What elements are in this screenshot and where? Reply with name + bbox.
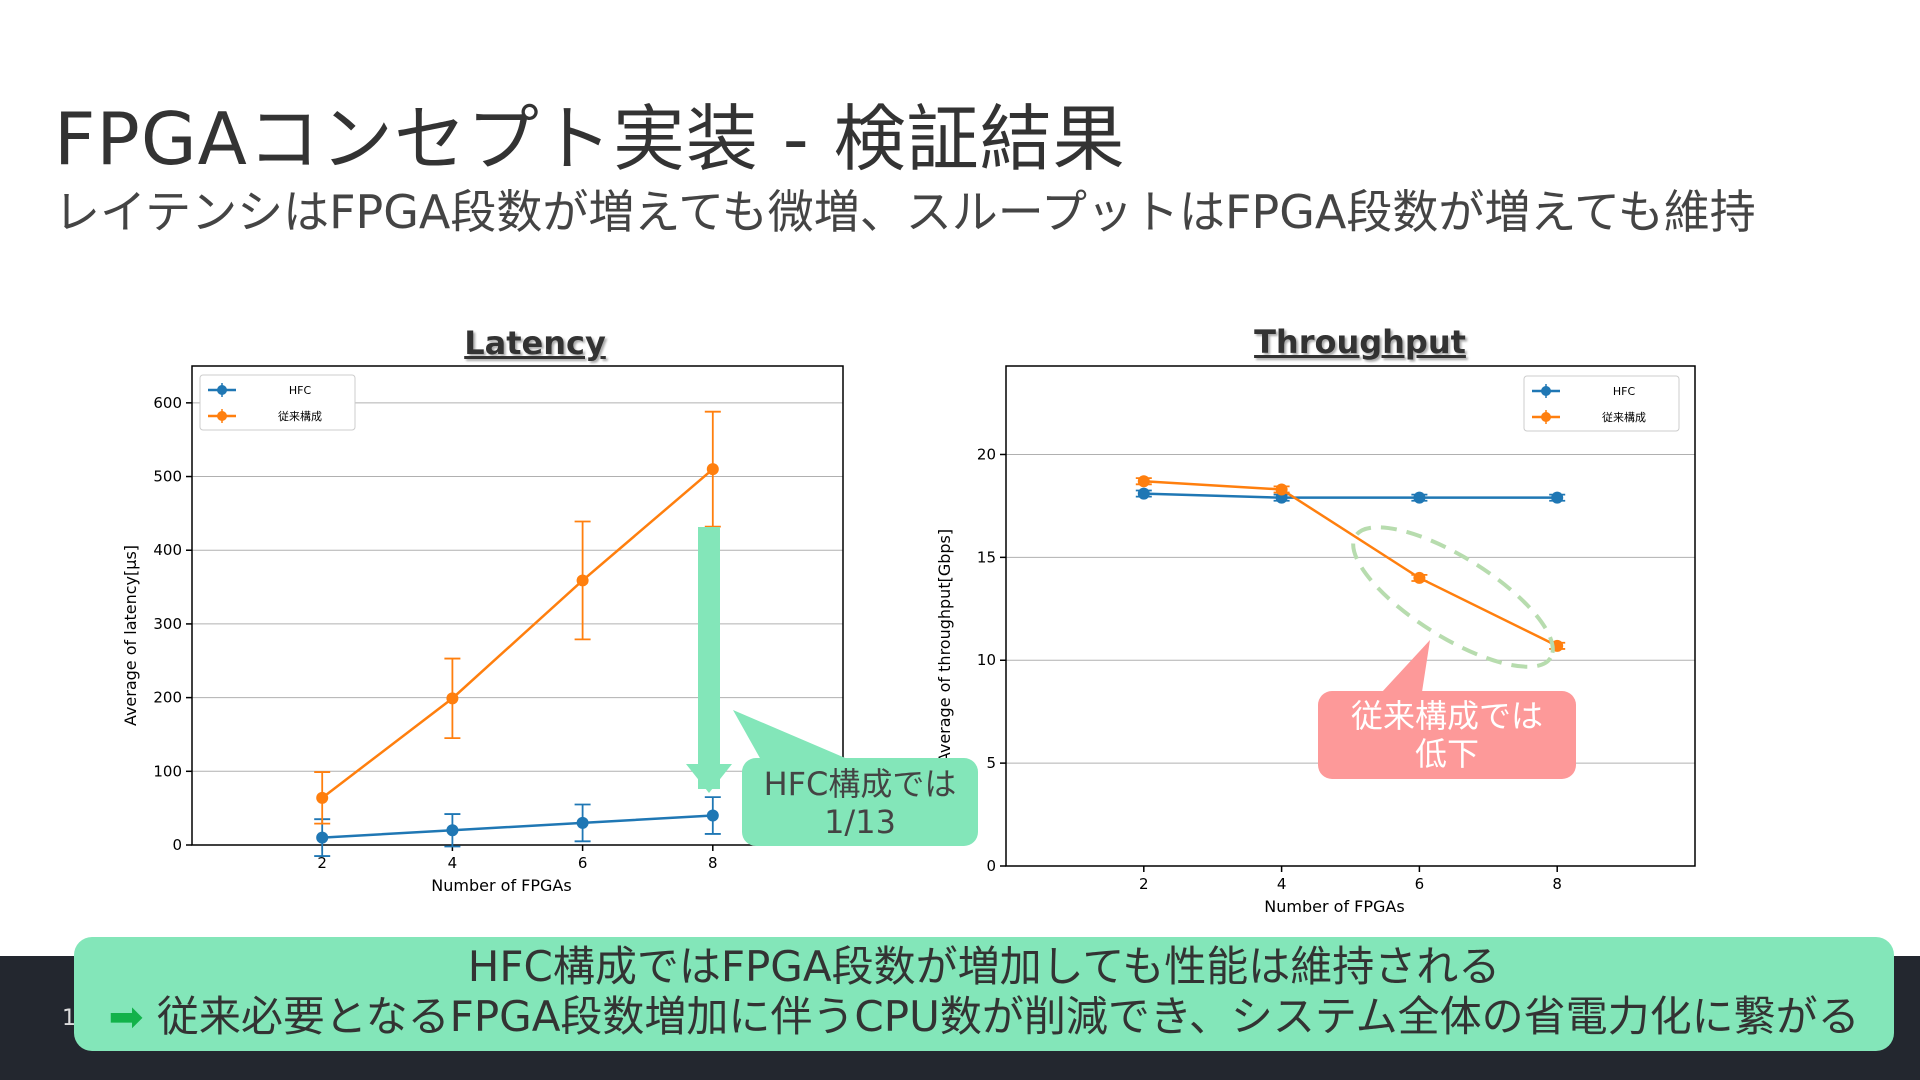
x-tick-label: 2 (1139, 875, 1149, 893)
legend-label: HFC (1613, 385, 1636, 398)
data-point (316, 831, 329, 844)
y-tick-label: 20 (977, 445, 996, 463)
data-point (1137, 487, 1150, 500)
legend-marker (1541, 386, 1551, 396)
x-axis-label: Number of FPGAs (431, 876, 571, 895)
x-tick-label: 4 (1277, 875, 1287, 893)
slide-subtitle: レイテンシはFPGA段数が増えても微増、スループットはFPGA段数が増えても維持 (54, 185, 1756, 239)
data-point (1275, 491, 1288, 504)
throughput-callout-tail (1370, 640, 1430, 705)
legend-marker (1541, 412, 1551, 422)
throughput-chart-title: Throughput (1254, 323, 1466, 361)
legend-box (1523, 375, 1680, 432)
throughput-callout-line2: 低下 (1414, 735, 1479, 773)
throughput-highlight-ellipse (1351, 525, 1555, 669)
legend-box (199, 374, 356, 431)
data-point (316, 791, 329, 804)
y-tick-label: 500 (153, 468, 182, 486)
data-point (576, 574, 589, 587)
y-tick-label: 0 (986, 857, 996, 875)
summary-line-2-wrap: ➡ 従来必要となるFPGA段数増加に伴うCPU数が削減でき、システム全体の省電力… (74, 991, 1894, 1043)
summary-line-1: HFC構成ではFPGA段数が増加しても性能は維持される (467, 942, 1501, 991)
page-number: 1 (62, 1006, 76, 1031)
x-tick-label: 2 (317, 854, 327, 872)
plot-frame (1005, 365, 1696, 867)
series-line (1143, 479, 1558, 647)
legend-label: HFC (289, 384, 312, 397)
y-tick-label: 400 (153, 541, 182, 559)
throughput-callout-line1: 従来構成では (1350, 697, 1543, 735)
y-tick-label: 5 (986, 754, 996, 772)
legend-label: 従来構成 (1602, 411, 1646, 424)
x-tick-label: 6 (1415, 875, 1425, 893)
data-point (1275, 483, 1288, 496)
legend-marker (217, 385, 227, 395)
latency-chart-title: Latency (464, 324, 606, 362)
series-line (322, 814, 713, 839)
data-point (576, 816, 589, 829)
summary-line-2: 従来必要となるFPGA段数増加に伴うCPU数が削減でき、システム全体の省電力化に… (156, 992, 1860, 1041)
data-point (446, 692, 459, 705)
x-tick-label: 8 (708, 854, 718, 872)
y-tick-label: 600 (153, 394, 182, 412)
data-point (1551, 491, 1564, 504)
series-line (1143, 492, 1558, 499)
x-tick-label: 4 (448, 854, 458, 872)
latency-callout-line2: 1/13 (824, 803, 896, 841)
y-tick-label: 0 (172, 836, 182, 854)
throughput-callout: 従来構成では 低下 (1318, 691, 1576, 779)
latency-chart: 0 100 200 300 400 500 600 2 4 6 8 Number of FPGAs Av… (121, 365, 844, 895)
throughput-chart: 0 5 10 15 20 2 4 6 8 Number of FPGAs Average of th… (935, 365, 1696, 916)
x-tick-label: 8 (1552, 875, 1562, 893)
right-arrow-icon: ➡ (108, 992, 144, 1041)
data-point (1413, 491, 1426, 504)
slide-title: FPGAコンセプト実装 - 検証結果 (54, 97, 1126, 181)
y-tick-label: 300 (153, 615, 182, 633)
data-point (706, 809, 719, 822)
legend-marker (217, 411, 227, 421)
latency-callout-line1: HFC構成では (763, 765, 957, 803)
x-tick-label: 6 (578, 854, 588, 872)
y-axis-label: Average of throughput[Gbps] (935, 529, 954, 763)
data-point (446, 824, 459, 837)
y-axis-label: Average of latency[μs] (121, 545, 140, 726)
latency-down-arrow-head (686, 764, 732, 793)
latency-callout: HFC構成では 1/13 (742, 758, 978, 846)
legend-label: 従来構成 (278, 410, 322, 423)
y-tick-label: 10 (977, 651, 996, 669)
data-point (1413, 571, 1426, 584)
plot-frame (191, 365, 844, 846)
latency-down-arrow-shaft (698, 527, 720, 789)
x-axis-label: Number of FPGAs (1264, 897, 1404, 916)
y-tick-label: 100 (153, 762, 182, 780)
summary-box: HFC構成ではFPGA段数が増加しても性能は維持される ➡ 従来必要となるFPG… (74, 937, 1894, 1051)
y-tick-label: 15 (977, 548, 996, 566)
y-tick-label: 200 (153, 689, 182, 707)
data-point (1137, 475, 1150, 488)
data-point (706, 463, 719, 476)
series-line (321, 468, 714, 799)
